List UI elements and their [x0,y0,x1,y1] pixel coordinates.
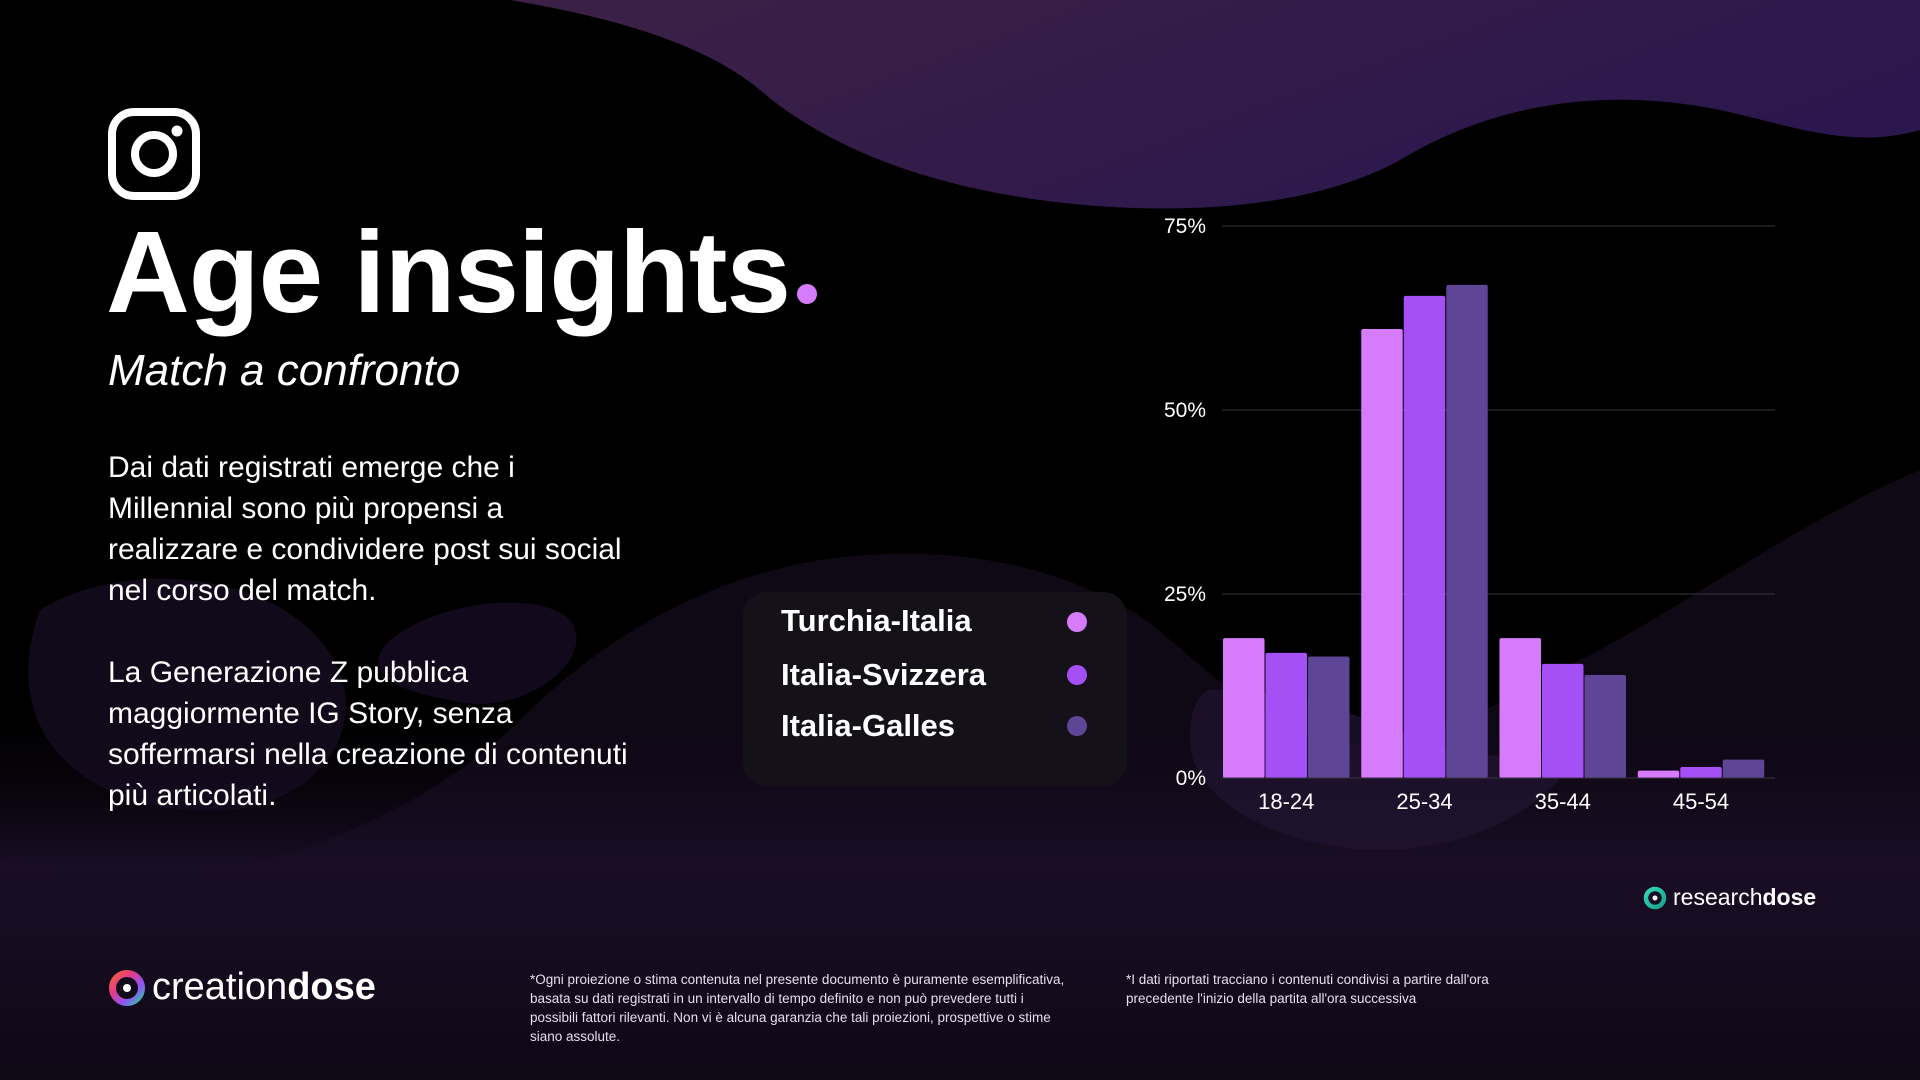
chart-legend [743,592,1127,786]
instagram-icon [108,108,200,200]
y-tick-label: 50% [1164,399,1206,422]
y-tick-label: 0% [1176,767,1206,790]
x-tick-label: 45-54 [1673,789,1729,814]
bar-35-44-turchia-italia [1499,638,1541,778]
researchdose-logo: researchdose [1643,884,1816,911]
bar-35-44-italia-svizzera [1542,663,1584,778]
bar-25-34-italia-svizzera [1403,295,1446,778]
creationdose-wordmark: creation [152,966,288,1008]
x-tick-label: 18-24 [1258,789,1314,814]
y-tick-label: 25% [1164,583,1206,606]
bar-45-54-italia-galles [1722,759,1765,778]
x-tick-label: 35-44 [1535,789,1591,814]
legend-label-italia-galles: Italia-Galles [781,708,956,743]
legend-label-italia-svizzera: Italia-Svizzera [781,657,987,692]
legend-swatch-italia-galles [1067,716,1087,736]
legend-label-turchia-italia: Turchia-Italia [781,603,972,638]
bar-18-24-italia-svizzera [1265,652,1307,778]
y-tick-label: 75% [1164,215,1206,238]
bar-45-54-turchia-italia [1637,770,1680,778]
creationdose-wordmark-bold: dose [287,966,376,1008]
legend-swatch-turchia-italia [1067,612,1087,632]
bar-25-34-turchia-italia [1361,329,1403,778]
bar-35-44-italia-galles [1584,674,1626,778]
legend-swatch-italia-svizzera [1067,665,1087,685]
researchdose-wordmark-bold: dose [1762,884,1817,910]
title-accent-dot [797,284,817,304]
disclaimer-footnote: *Ogni proiezione o stima contenuta nel p… [530,972,1065,1044]
age-bar-chart: 0% 25% 50% 75% 18-24 25-34 35-44 45-54 [1164,215,1775,814]
researchdose-wordmark: research [1673,884,1763,910]
creationdose-logo: creationdose [108,966,376,1009]
x-tick-label: 25-34 [1396,789,1452,814]
bar-18-24-turchia-italia [1223,638,1265,778]
page-title: Age insights [106,207,791,337]
researchdose-logo-icon [1643,886,1667,909]
description-paragraph: Dai dati registrati emerge che i Millenn… [108,451,622,607]
creationdose-logo-icon [109,969,145,1006]
bar-45-54-italia-svizzera [1680,766,1722,778]
bar-25-34-italia-galles [1446,284,1488,778]
page-subtitle: Match a confronto [108,346,461,395]
description-paragraph: La Generazione Z pubblica maggiormente I… [108,656,628,812]
bar-18-24-italia-galles [1308,656,1350,778]
data-range-footnote: *I dati riportati tracciano i contenuti … [1126,972,1489,1006]
